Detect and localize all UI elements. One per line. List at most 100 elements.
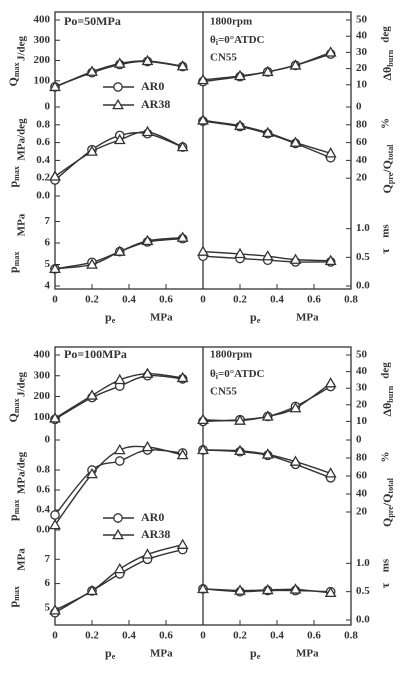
data-point-left-dp-triangle-3 bbox=[141, 440, 154, 452]
y-tick-label-left: 5 bbox=[45, 601, 51, 613]
y-tick-label-left: 0 bbox=[45, 434, 51, 446]
y-tick-label-right: 40 bbox=[356, 154, 368, 166]
y-tick-label-right: 40 bbox=[356, 365, 368, 377]
y-axis-label-qratio: Qpre/Qtotal bbox=[380, 144, 395, 194]
y-axis-unit-tau: ms bbox=[380, 558, 392, 572]
data-point-left-p-triangle-0 bbox=[49, 262, 61, 274]
x-tick-label: 0.4 bbox=[122, 630, 136, 642]
y-tick-label-left: 7 bbox=[45, 553, 51, 565]
x-tick-label: 0.2 bbox=[233, 630, 247, 642]
data-point-left-dp-triangle-4 bbox=[176, 448, 189, 460]
data-point-right-theta-triangle-0 bbox=[197, 413, 209, 424]
y-tick-label-left: 300 bbox=[34, 34, 51, 46]
data-point-right-tau-triangle-0 bbox=[197, 582, 209, 594]
data-point-right-qr-triangle-3 bbox=[289, 136, 302, 147]
data-point-left-p-triangle-3 bbox=[141, 548, 154, 559]
data-point-right-tau-triangle-2 bbox=[261, 250, 274, 261]
data-point-right-tau-triangle-1 bbox=[234, 247, 246, 259]
data-point-right-tau-triangle-3 bbox=[289, 583, 302, 594]
x-tick-label: 0 bbox=[200, 294, 206, 306]
x-tick-label: 0 bbox=[200, 630, 206, 642]
y-tick-label-right: 10 bbox=[356, 78, 368, 90]
data-point-right-tau-triangle-3 bbox=[289, 253, 302, 264]
y-tick-label-right: 0 bbox=[356, 434, 362, 446]
legend-marker-circle bbox=[113, 513, 123, 523]
annotation-fuel: CN55 bbox=[210, 386, 237, 398]
data-point-left-p-triangle-2 bbox=[113, 245, 126, 256]
panel-title: Po=50MPa bbox=[64, 14, 121, 28]
y-tick-label-left: 0.6 bbox=[36, 136, 50, 148]
y-tick-label-right: 1.0 bbox=[356, 557, 370, 569]
y-tick-label-left: 0.4 bbox=[36, 504, 50, 516]
y-axis-label-q: Qmax bbox=[6, 62, 21, 86]
data-point-right-theta-triangle-3 bbox=[289, 402, 302, 413]
annotation-rpm: 1800rpm bbox=[210, 349, 252, 361]
y-axis-unit-qratio: % bbox=[380, 118, 392, 129]
data-point-right-tau-triangle-2 bbox=[261, 583, 274, 595]
y-tick-label-left: 0.8 bbox=[36, 464, 50, 476]
data-point-right-theta-triangle-3 bbox=[289, 59, 302, 70]
x-tick-label: 0.6 bbox=[307, 630, 321, 642]
data-point-right-theta-triangle-1 bbox=[234, 69, 246, 81]
y-axis-unit-p: MPa bbox=[16, 213, 28, 236]
data-point-left-p-triangle-1 bbox=[86, 584, 98, 596]
y-axis-unit-theta: deg bbox=[380, 362, 392, 379]
x-axis-label-right: pe bbox=[250, 646, 261, 661]
y-tick-label-left: 100 bbox=[34, 411, 51, 423]
legend-label: AR38 bbox=[141, 527, 170, 541]
x-tick-label: 0.4 bbox=[122, 294, 136, 306]
y-tick-label-left: 0 bbox=[45, 101, 51, 113]
y-axis-unit-q: J/deg bbox=[16, 371, 28, 397]
y-tick-label-right: 80 bbox=[356, 452, 368, 464]
y-tick-label-left: 4 bbox=[45, 280, 51, 292]
data-point-right-qr-triangle-2 bbox=[261, 126, 274, 138]
data-point-left-p-triangle-2 bbox=[113, 562, 126, 574]
y-tick-label-right: 0.5 bbox=[356, 251, 370, 263]
legend-marker-triangle bbox=[112, 528, 124, 540]
y-axis-unit-dp: MPa/deg bbox=[16, 118, 28, 161]
data-point-right-theta-triangle-2 bbox=[261, 65, 274, 77]
y-tick-label-left: 0.4 bbox=[36, 154, 50, 166]
y-tick-label-right: 60 bbox=[356, 136, 368, 148]
data-point-right-theta-triangle-2 bbox=[261, 410, 274, 421]
y-tick-label-right: 0.5 bbox=[356, 585, 370, 597]
data-point-left-q-triangle-1 bbox=[86, 65, 98, 76]
data-point-left-dp-triangle-0 bbox=[49, 170, 61, 181]
annotation-fuel: CN55 bbox=[210, 52, 237, 64]
y-axis-label-q: Qmax bbox=[6, 398, 21, 422]
y-tick-label-right: 20 bbox=[356, 506, 368, 518]
y-tick-label-right: 30 bbox=[356, 382, 368, 394]
data-point-left-dp-triangle-2 bbox=[113, 443, 126, 455]
series-line-right-qr-circle-p0 bbox=[202, 120, 331, 159]
data-point-right-theta-triangle-4 bbox=[324, 46, 337, 57]
data-point-left-dp-triangle-1 bbox=[86, 145, 98, 156]
data-point-right-qr-triangle-0 bbox=[197, 443, 209, 455]
y-tick-label-right: 1.0 bbox=[356, 222, 370, 234]
data-point-left-q-triangle-0 bbox=[49, 80, 61, 92]
data-point-left-q-triangle-4 bbox=[176, 371, 189, 383]
data-point-right-tau-triangle-4 bbox=[324, 586, 337, 598]
annotation-theta: θi=0°ATDC bbox=[210, 368, 265, 381]
data-point-left-q-triangle-3 bbox=[141, 54, 154, 66]
data-point-left-q-triangle-0 bbox=[49, 412, 61, 423]
series-line-left-p-circle-p1 bbox=[54, 548, 183, 614]
data-point-left-dp-triangle-4 bbox=[176, 140, 189, 152]
y-tick-label-left: 200 bbox=[34, 390, 51, 402]
y-tick-label-left: 300 bbox=[34, 369, 51, 381]
data-point-right-qr-triangle-1 bbox=[234, 444, 246, 456]
x-tick-label: 0.8 bbox=[344, 294, 358, 306]
y-tick-label-right: 20 bbox=[356, 398, 368, 410]
y-tick-label-right: 0.0 bbox=[356, 280, 370, 292]
data-point-right-tau-triangle-0 bbox=[197, 245, 209, 256]
y-tick-label-right: 40 bbox=[356, 30, 368, 42]
x-tick-label: 0.2 bbox=[233, 294, 247, 306]
y-axis-label-qratio: Qpre/Qtotal bbox=[380, 477, 395, 527]
y-axis-unit-dp: MPa/deg bbox=[16, 451, 28, 494]
data-point-left-dp-circle-2 bbox=[114, 456, 125, 466]
y-tick-label-right: 0 bbox=[356, 101, 362, 113]
y-axis-unit-theta: deg bbox=[380, 26, 392, 43]
y-tick-label-left: 0.0 bbox=[36, 524, 50, 536]
x-tick-label: 0.8 bbox=[344, 630, 358, 642]
y-tick-label-left: 7 bbox=[45, 215, 51, 227]
y-axis-label-dp: pmax bbox=[6, 500, 21, 521]
